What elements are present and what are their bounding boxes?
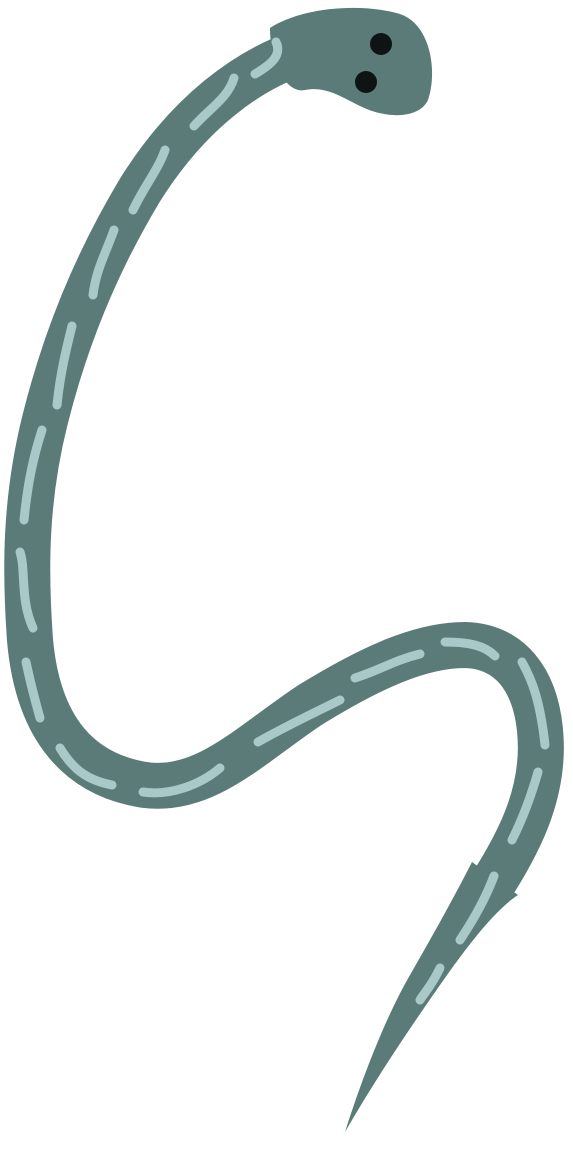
body-pattern-icon: [15, 37, 550, 1005]
snake-body: [4, 31, 564, 903]
snake-tail: [345, 862, 518, 1132]
snake-head-icon: [270, 7, 433, 116]
eye-icon: [370, 33, 392, 55]
eye-icon: [355, 71, 377, 93]
